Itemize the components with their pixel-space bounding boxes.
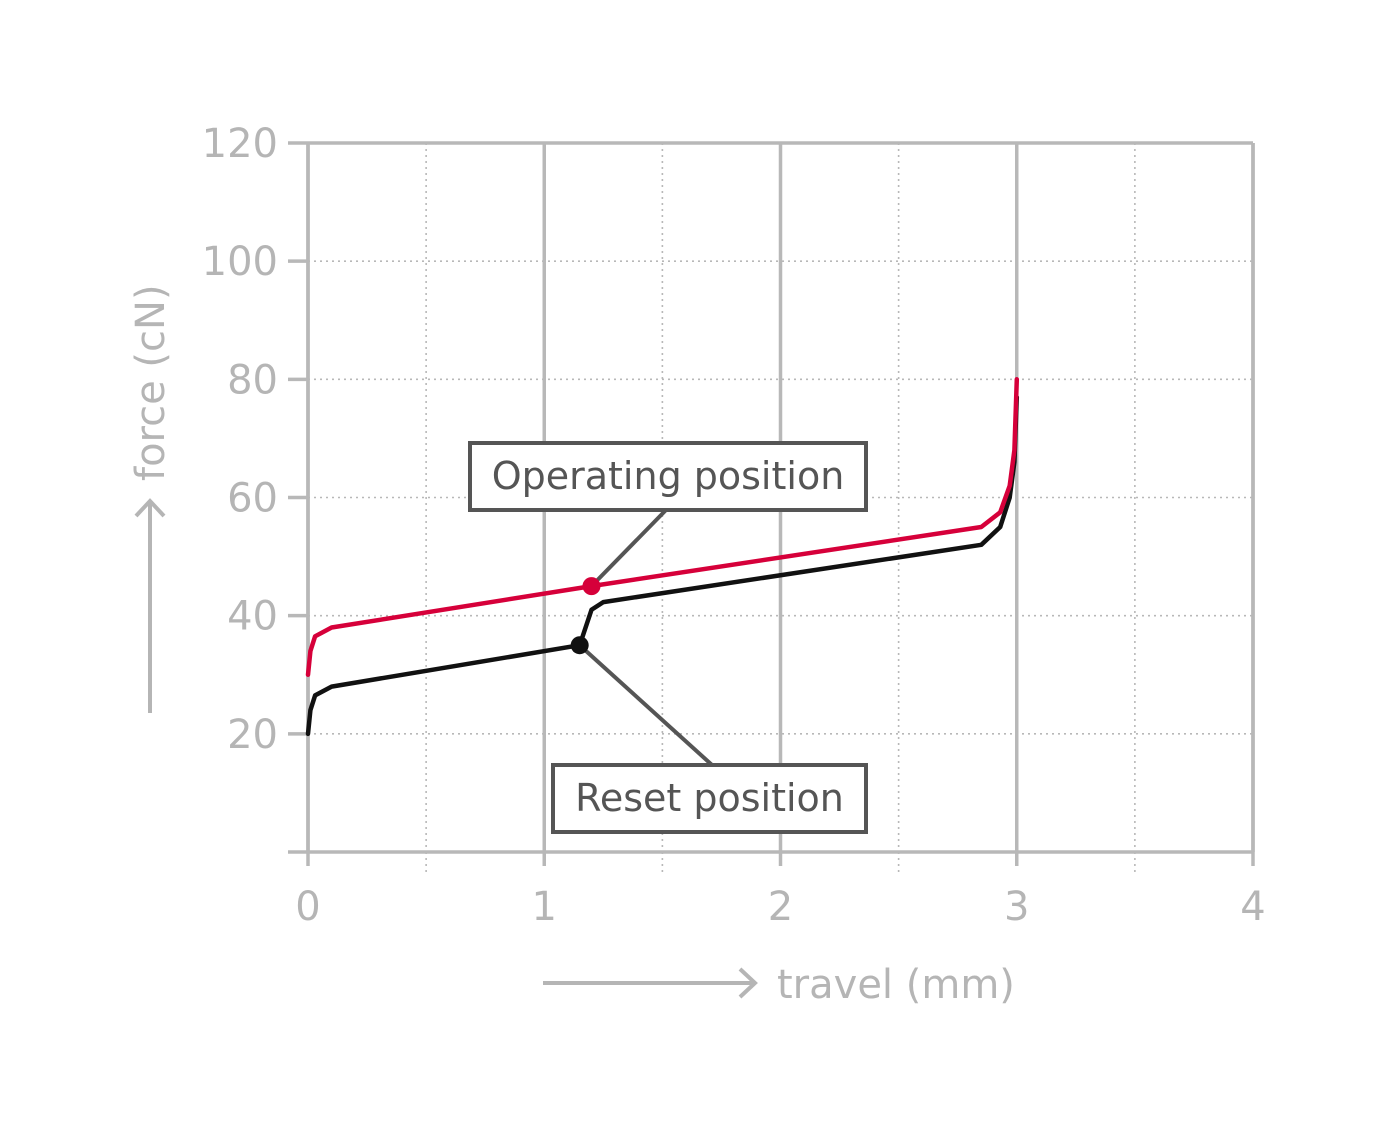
x-tick-label: 3 <box>1004 884 1029 930</box>
y-tick-label: 20 <box>227 712 278 758</box>
y-axis-title: force (cN) <box>128 284 174 713</box>
series-layer <box>305 377 1020 737</box>
reset-position-box <box>551 763 868 834</box>
axis-layer: 0 1 2 3 4 20 40 60 80 100 120 <box>202 121 1266 930</box>
operating-curve <box>305 377 1020 677</box>
x-tick-label: 1 <box>532 884 557 930</box>
y-tick-label: 120 <box>202 121 278 167</box>
reset-position-leader <box>578 643 714 767</box>
y-axis-label: force (cN) <box>128 284 174 481</box>
operating-position-marker <box>582 577 601 596</box>
x-tick-label: 0 <box>295 884 320 930</box>
operating-position-box <box>468 441 868 512</box>
callout-layer: Operating position Reset position <box>468 441 868 834</box>
operating-position-label: Operating position <box>492 454 845 498</box>
reset-position-marker <box>570 636 589 655</box>
x-axis-title: travel (mm) <box>543 962 1015 1008</box>
y-axis-arrow-head <box>134 498 166 518</box>
y-tick-label: 80 <box>227 357 278 403</box>
x-axis-arrow-head <box>738 967 758 999</box>
reset-curve <box>305 394 1020 737</box>
y-tick-label: 100 <box>202 239 278 285</box>
y-tick-label: 60 <box>227 476 278 522</box>
reset-position-label: Reset position <box>575 776 844 820</box>
x-tick-label: 4 <box>1240 884 1265 930</box>
y-tick-label: 40 <box>227 594 278 640</box>
operating-position-leader <box>590 508 668 588</box>
x-tick-label: 2 <box>768 884 793 930</box>
x-axis-label: travel (mm) <box>777 962 1015 1008</box>
